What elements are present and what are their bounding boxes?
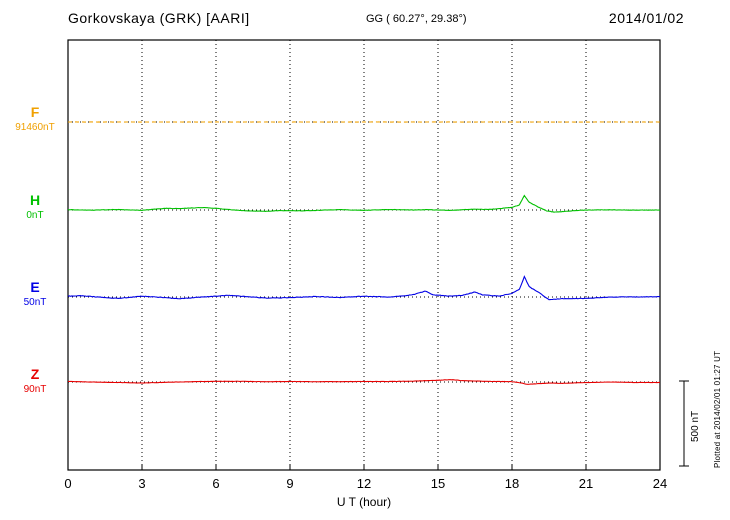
channel-label-h: H 0nT xyxy=(6,192,64,221)
trace-E xyxy=(67,275,661,301)
plotted-at-note: Plotted at 2014/02/01 01:27 UT xyxy=(713,350,722,468)
channel-label-e: E 50nT xyxy=(6,279,64,308)
x-tick-label-12: 12 xyxy=(356,476,372,491)
plot-date: 2014/01/02 xyxy=(608,10,684,26)
channel-baseline-e: 50nT xyxy=(23,297,47,308)
x-tick-label-21: 21 xyxy=(578,476,594,491)
scale-bar-label: 500 nT xyxy=(690,410,701,442)
channel-baseline-h: 0nT xyxy=(26,210,44,221)
x-tick-label-15: 15 xyxy=(430,476,446,491)
x-tick-label-6: 6 xyxy=(212,476,220,491)
x-axis-title: U T (hour) xyxy=(336,495,392,509)
channel-label-z: Z 90nT xyxy=(6,366,64,395)
trace-Z xyxy=(67,379,661,385)
channel-letter-f: F xyxy=(30,104,40,120)
geographic-coordinates: GG ( 60.27°, 29.38°) xyxy=(366,13,467,25)
x-tick-label-0: 0 xyxy=(64,476,72,491)
x-tick-label-24: 24 xyxy=(652,476,668,491)
channel-letter-h: H xyxy=(29,192,41,208)
channel-letter-z: Z xyxy=(30,366,40,382)
channel-label-f: F 91460nT xyxy=(6,104,64,133)
channel-letter-e: E xyxy=(30,279,40,295)
trace-H xyxy=(67,194,661,213)
x-tick-label-9: 9 xyxy=(286,476,294,491)
channel-baseline-f: 91460nT xyxy=(15,122,55,133)
channel-baseline-z: 90nT xyxy=(23,384,47,395)
x-tick-label-18: 18 xyxy=(504,476,520,491)
x-tick-label-3: 3 xyxy=(138,476,146,491)
station-title: Gorkovskaya (GRK) [AARI] xyxy=(68,10,250,26)
